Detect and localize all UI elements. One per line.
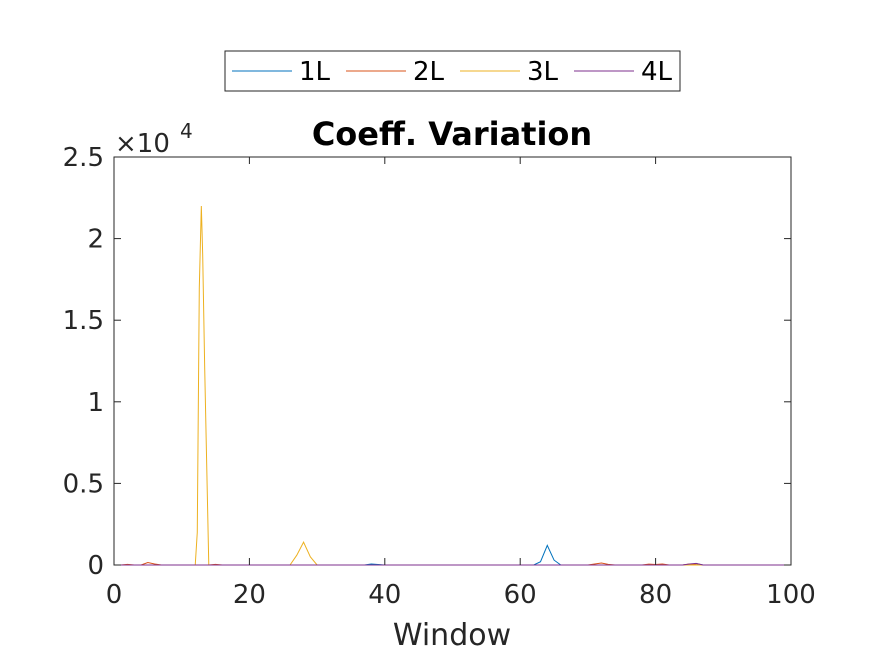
y-multiplier-exponent: 4: [180, 119, 193, 143]
y-multiplier-base: ×10: [115, 129, 170, 159]
legend-item-3L: 3L: [460, 57, 559, 87]
y-tick-label: 2.5: [63, 143, 104, 173]
legend: 1L 2L 3L 4L: [224, 50, 681, 92]
plot-area: [113, 156, 792, 566]
x-tick-label: 80: [639, 580, 672, 610]
x-tick-label: 40: [368, 580, 401, 610]
y-tick-label: 1: [87, 388, 104, 418]
x-tick-label: 100: [766, 580, 816, 610]
y-axis-multiplier: ×10 4: [115, 119, 193, 159]
legend-item-4L: 4L: [574, 57, 673, 87]
legend-label: 4L: [641, 57, 673, 87]
y-tick-label: 0: [87, 551, 104, 581]
y-tick-label: 0.5: [63, 469, 104, 499]
legend-label: 3L: [527, 57, 559, 87]
chart-title: Coeff. Variation: [312, 115, 592, 153]
y-tick-label: 1.5: [63, 306, 104, 336]
legend-label: 1L: [299, 57, 331, 87]
series-line-4L: [120, 562, 791, 566]
x-tick-label: 20: [233, 580, 266, 610]
legend-item-2L: 2L: [346, 57, 445, 87]
legend-label: 2L: [413, 57, 445, 87]
x-tick-label: 60: [504, 580, 537, 610]
legend-item-1L: 1L: [232, 57, 331, 87]
tick-layer: 0 20 40 60 80 100 0 0.5 1 1.5 2 2.5: [63, 143, 816, 610]
y-tick-label: 2: [87, 225, 104, 255]
x-axis-label: Window: [393, 618, 511, 653]
x-tick-label: 0: [106, 580, 123, 610]
